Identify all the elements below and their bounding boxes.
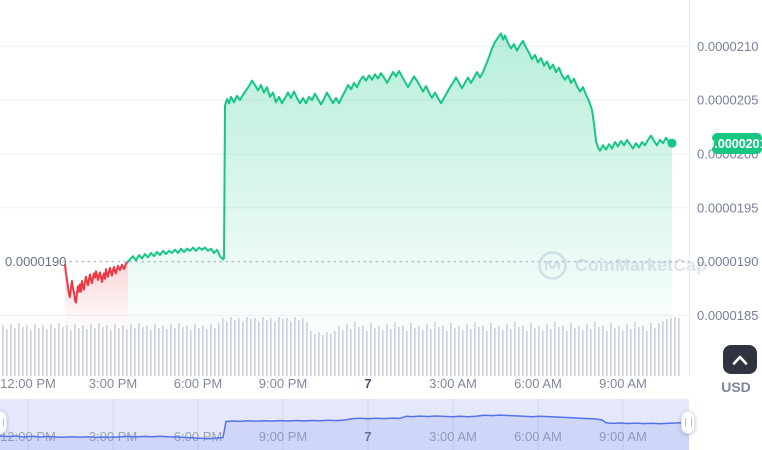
navigator-area (0, 415, 689, 450)
x-axis-label: 6:00 PM (174, 376, 222, 391)
volume-bars (2, 317, 680, 376)
x-axis-label: 9:00 PM (259, 376, 307, 391)
navigator-sparkline (0, 414, 690, 440)
navigator-axis-label: 9:00 AM (599, 429, 647, 444)
currency-label: USD (721, 379, 751, 395)
navigator-left-handle[interactable] (0, 411, 7, 434)
x-axis-label: 7 (364, 376, 371, 391)
last-price-dot (667, 138, 677, 148)
navigator-selected-range[interactable] (0, 399, 689, 450)
price-line-below-prev-close (64, 260, 129, 304)
y-axis-label: 0.0000185 (697, 308, 758, 323)
navigator-track[interactable] (0, 399, 689, 450)
chevron-up-icon (732, 355, 748, 365)
x-axis-label: 9:00 AM (599, 376, 647, 391)
y-axis-label: 0.0000210 (697, 39, 758, 54)
price-line-above-prev-close (127, 32, 673, 263)
navigator-axis-label: 6:00 PM (174, 429, 222, 444)
handle-grip-icon (0, 418, 4, 427)
navigator-axis-label: 3:00 AM (429, 429, 477, 444)
y-axis-label: 0.0000195 (697, 200, 758, 215)
navigator-axis-label: 7 (364, 429, 371, 444)
x-axis-label: 3:00 PM (89, 376, 137, 391)
handle-grip-icon (684, 418, 692, 427)
collapse-chart-button[interactable] (723, 345, 757, 374)
x-axis-label: 6:00 AM (514, 376, 562, 391)
current-price-badge: 0.0000201 (707, 133, 762, 154)
navigator-axis-label: 9:00 PM (259, 429, 307, 444)
x-axis-label: 12:00 PM (0, 376, 56, 391)
navigator-right-handle[interactable] (681, 411, 695, 434)
navigator-axis-label: 6:00 AM (514, 429, 562, 444)
prev-close-price-label: 0.0000190 (5, 254, 67, 269)
y-axis-label: 0.0000205 (697, 93, 758, 108)
x-axis-label: 3:00 AM (429, 376, 477, 391)
y-axis-label: 0.0000190 (697, 254, 758, 269)
price-area-above-prev-close (128, 33, 672, 377)
